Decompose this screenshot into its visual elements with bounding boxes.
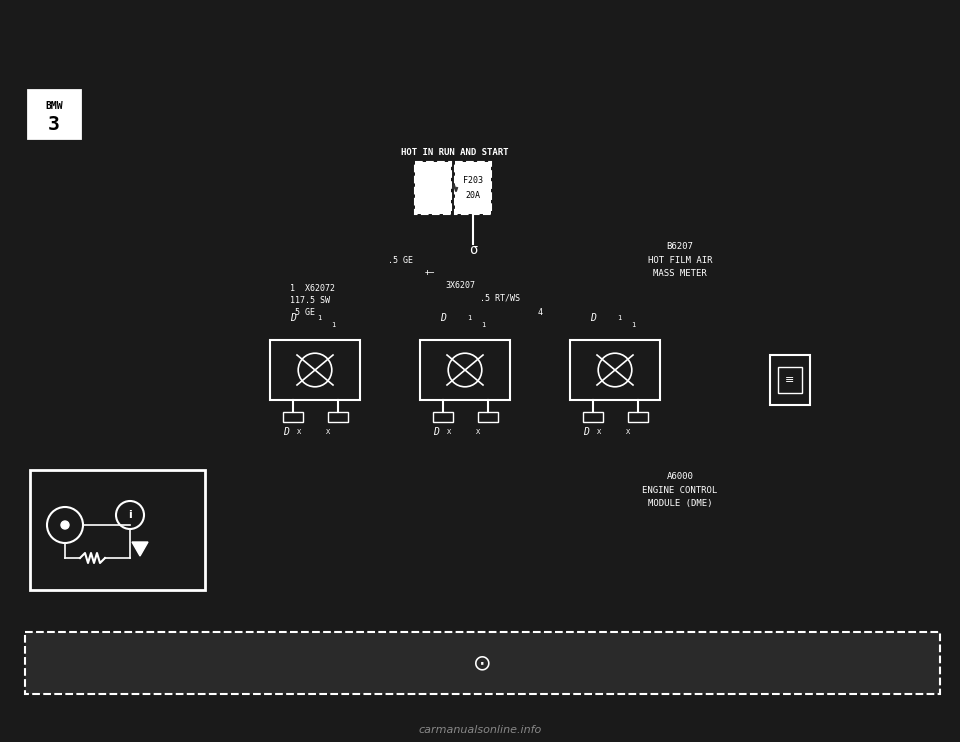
Text: X: X xyxy=(626,429,631,435)
Bar xyxy=(30,470,205,590)
Text: 20A: 20A xyxy=(466,191,481,200)
Text: 117.5 SW: 117.5 SW xyxy=(290,295,330,304)
Text: X: X xyxy=(326,429,330,435)
Text: 4: 4 xyxy=(538,307,542,317)
Bar xyxy=(420,340,510,400)
Bar xyxy=(778,367,802,393)
Text: 1: 1 xyxy=(631,322,636,328)
Text: A6000
ENGINE CONTROL
MODULE (DME): A6000 ENGINE CONTROL MODULE (DME) xyxy=(642,473,718,508)
FancyBboxPatch shape xyxy=(282,412,302,422)
Bar xyxy=(415,162,451,214)
Text: .5 RT/WS: .5 RT/WS xyxy=(480,294,520,303)
Text: D: D xyxy=(584,427,589,437)
Text: F203: F203 xyxy=(463,176,483,185)
Bar xyxy=(270,340,360,400)
Text: D: D xyxy=(290,313,296,323)
Text: D: D xyxy=(433,427,439,437)
Text: σ: σ xyxy=(468,243,477,257)
Text: 1: 1 xyxy=(617,315,622,321)
Text: X: X xyxy=(446,429,451,435)
Text: 1  X62072: 1 X62072 xyxy=(290,283,335,292)
Text: i: i xyxy=(128,510,132,520)
Text: ⊙: ⊙ xyxy=(473,653,492,673)
Text: .5 GE: .5 GE xyxy=(388,255,413,264)
Text: ≡: ≡ xyxy=(785,375,795,385)
FancyBboxPatch shape xyxy=(327,412,348,422)
Circle shape xyxy=(61,521,69,529)
FancyBboxPatch shape xyxy=(628,412,647,422)
Text: BMW: BMW xyxy=(45,101,62,111)
Text: B6207
HOT FILM AIR
MASS METER: B6207 HOT FILM AIR MASS METER xyxy=(648,243,712,278)
Text: 3: 3 xyxy=(48,114,60,134)
Text: X: X xyxy=(597,429,601,435)
Bar xyxy=(570,340,660,400)
Text: X: X xyxy=(297,429,300,435)
Text: 1: 1 xyxy=(468,315,471,321)
FancyBboxPatch shape xyxy=(433,412,452,422)
Bar xyxy=(455,162,491,214)
Polygon shape xyxy=(132,542,148,556)
Text: 1: 1 xyxy=(481,322,485,328)
Text: D: D xyxy=(283,427,289,437)
Text: 3X6207: 3X6207 xyxy=(445,280,475,289)
FancyBboxPatch shape xyxy=(477,412,497,422)
Text: 1: 1 xyxy=(331,322,335,328)
Text: D: D xyxy=(589,313,595,323)
Text: X: X xyxy=(476,429,481,435)
Text: carmanualsonline.info: carmanualsonline.info xyxy=(419,725,541,735)
Bar xyxy=(770,355,810,405)
Text: D: D xyxy=(440,313,445,323)
FancyBboxPatch shape xyxy=(583,412,603,422)
Bar xyxy=(25,632,940,694)
Text: 1: 1 xyxy=(318,315,322,321)
Text: .5 GE: .5 GE xyxy=(290,307,315,317)
Bar xyxy=(28,90,80,138)
Text: HOT IN RUN AND START: HOT IN RUN AND START xyxy=(401,148,509,157)
Text: +–: +– xyxy=(425,268,435,277)
